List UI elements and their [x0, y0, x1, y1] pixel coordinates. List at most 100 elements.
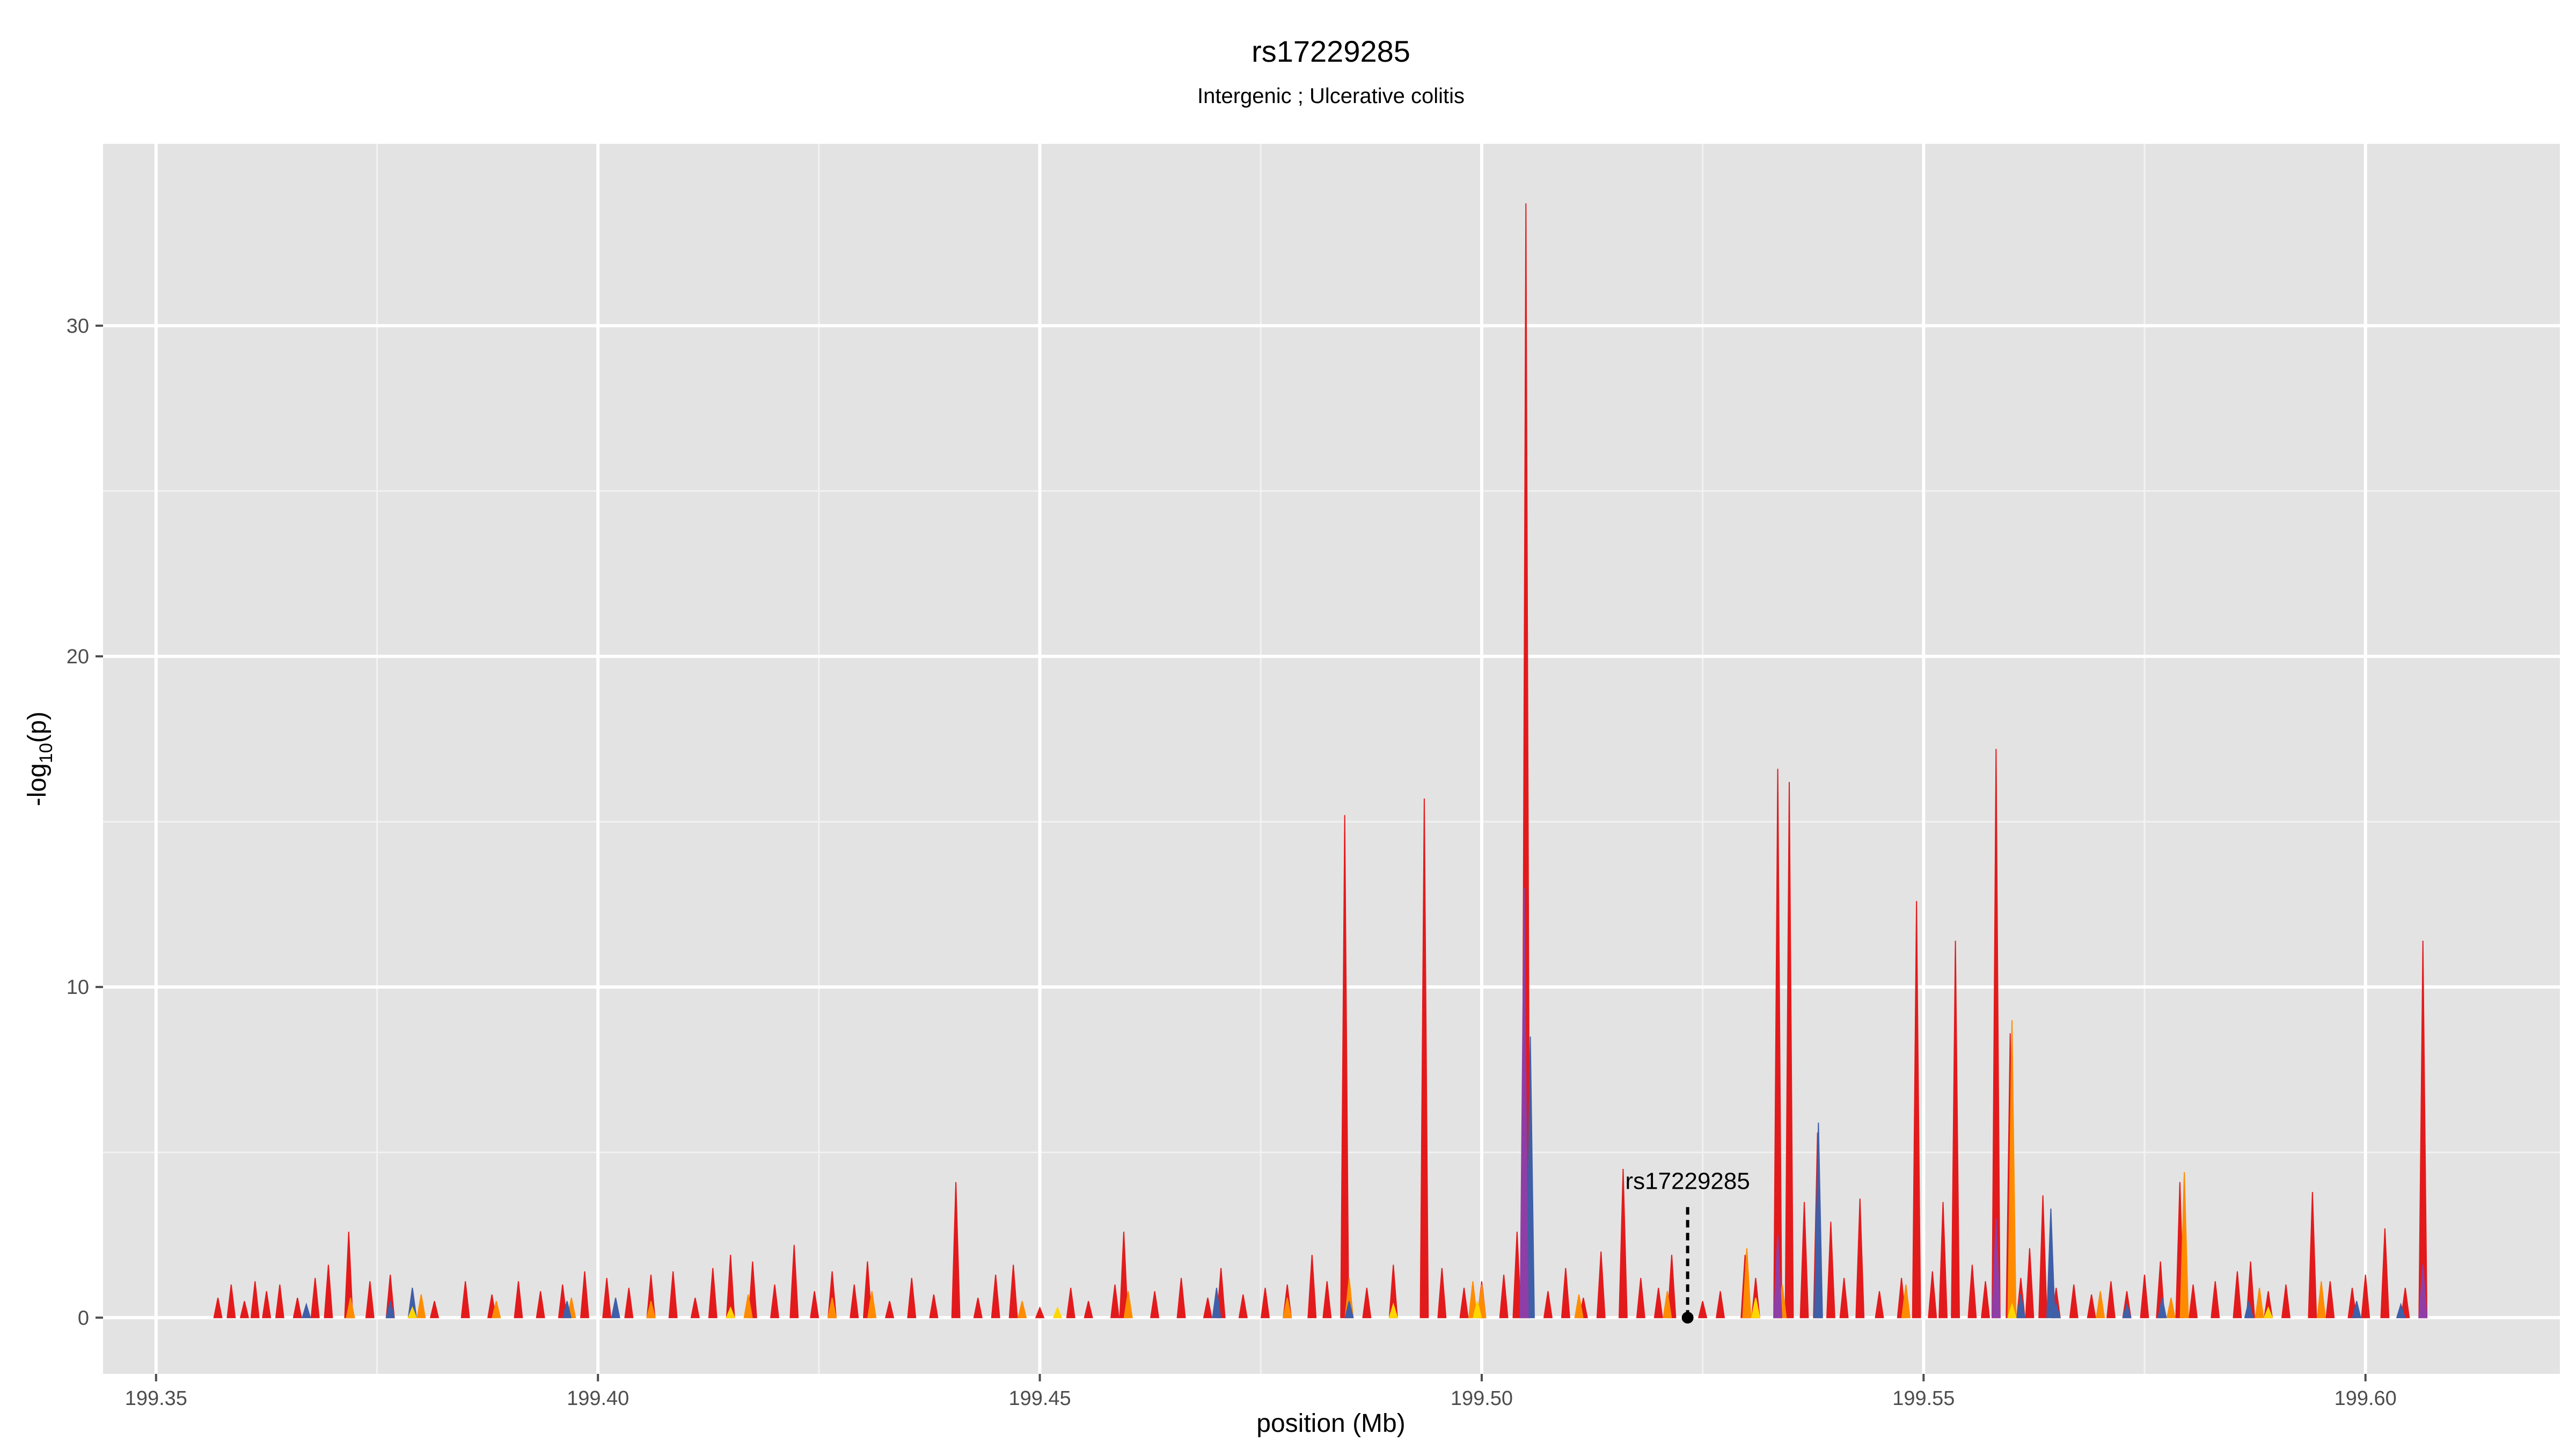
data-spike — [1176, 1278, 1186, 1319]
data-spike — [1663, 1291, 1672, 1319]
data-spike — [536, 1291, 545, 1319]
data-spike — [668, 1271, 678, 1319]
data-spike — [1751, 1298, 1761, 1319]
data-spike — [580, 1271, 589, 1319]
data-spike — [2087, 1294, 2096, 1319]
y-axis-label-prefix: -log — [23, 763, 52, 806]
data-spike — [1784, 782, 1794, 1319]
data-spike — [407, 1306, 418, 1319]
data-spike — [951, 1182, 961, 1319]
data-spike — [1875, 1291, 1884, 1319]
data-spike — [1561, 1268, 1570, 1319]
data-spike — [1981, 1281, 1990, 1319]
data-spike — [789, 1245, 799, 1319]
y-tick-label: 30 — [67, 315, 89, 338]
data-spike — [1150, 1291, 1160, 1319]
series-2 — [302, 1036, 2406, 1319]
data-spike — [239, 1301, 250, 1319]
data-spike — [2281, 1284, 2291, 1319]
data-spike — [1035, 1306, 1045, 1319]
data-spike — [2255, 1287, 2264, 1319]
data-spike — [2096, 1291, 2105, 1319]
data-spike — [1052, 1306, 1063, 1319]
data-spike — [310, 1278, 320, 1319]
data-spike — [611, 1298, 620, 1319]
data-spike — [624, 1287, 634, 1319]
y-tick-label: 0 — [78, 1307, 89, 1329]
data-spike — [213, 1298, 223, 1319]
data-spike — [2352, 1301, 2361, 1319]
chart-subtitle: Intergenic ; Ulcerative colitis — [1197, 84, 1465, 108]
data-spike — [2140, 1275, 2149, 1319]
data-spike — [1238, 1294, 1248, 1319]
data-spike — [2316, 1281, 2326, 1319]
data-spike — [1084, 1301, 1093, 1319]
x-axis: 199.35 199.40 199.45 199.50 199.55 199.60 — [125, 1374, 2397, 1410]
x-axis-label: position (Mb) — [1256, 1409, 1405, 1438]
data-spike — [2380, 1228, 2390, 1319]
data-spike — [1799, 1202, 1809, 1319]
data-spike — [2308, 1192, 2317, 1319]
data-spike — [1017, 1301, 1027, 1319]
data-spike — [1212, 1287, 1221, 1319]
data-spike — [1526, 1036, 1535, 1319]
series-layer — [213, 203, 2428, 1319]
data-spike — [2189, 1284, 2198, 1319]
y-tick-label: 20 — [67, 646, 89, 668]
data-spike — [2396, 1302, 2406, 1319]
data-spike — [1716, 1291, 1725, 1319]
data-spike — [1826, 1221, 1835, 1319]
data-spike — [1928, 1271, 1937, 1319]
data-spike — [2051, 1302, 2061, 1319]
data-spike — [346, 1298, 355, 1319]
annotation: rs17229285 — [1625, 1168, 1750, 1324]
data-spike — [1855, 1198, 1865, 1319]
data-spike — [1653, 1287, 1663, 1319]
grid-minor — [103, 144, 2560, 1374]
data-spike — [1912, 901, 1921, 1319]
data-spike — [1419, 798, 1429, 1319]
data-spike — [1459, 1287, 1469, 1319]
data-spike — [1499, 1275, 1509, 1319]
x-tick-label: 199.45 — [1008, 1387, 1071, 1410]
data-spike — [1388, 1302, 1399, 1319]
data-spike — [973, 1298, 983, 1319]
data-spike — [1260, 1287, 1270, 1319]
series-3 — [407, 1298, 2273, 1319]
y-axis: 0 10 20 30 — [67, 315, 103, 1329]
data-spike — [2166, 1298, 2176, 1319]
data-spike — [810, 1291, 819, 1319]
data-spike — [2157, 1298, 2167, 1319]
data-spike — [2211, 1281, 2220, 1319]
data-spike — [1773, 1235, 1783, 1319]
data-spike — [365, 1281, 375, 1319]
data-spike — [602, 1278, 612, 1319]
data-spike — [1938, 1202, 1948, 1319]
y-tick-label: 10 — [67, 976, 89, 999]
x-tick-label: 199.60 — [2334, 1387, 2397, 1410]
data-spike — [1901, 1284, 1911, 1319]
data-spike — [292, 1298, 302, 1319]
plot-panel — [103, 144, 2560, 1374]
y-axis-label: -log10(p) — [23, 712, 56, 807]
data-spike — [2325, 1281, 2335, 1319]
data-spike — [2179, 1172, 2189, 1319]
data-spike — [2038, 1195, 2048, 1319]
data-spike — [2233, 1271, 2242, 1319]
data-spike — [1574, 1294, 1584, 1319]
data-spike — [262, 1291, 272, 1319]
data-spike — [250, 1281, 260, 1319]
data-spike — [1203, 1298, 1213, 1319]
data-spike — [867, 1291, 877, 1319]
data-spike — [2007, 1302, 2017, 1319]
data-spike — [2361, 1275, 2370, 1319]
data-spike — [1473, 1301, 1482, 1319]
data-spike — [1991, 1218, 2001, 1319]
x-tick-label: 199.55 — [1892, 1387, 1955, 1410]
data-spike — [850, 1284, 859, 1319]
data-spike — [1813, 1122, 1823, 1319]
data-spike — [1596, 1251, 1606, 1319]
data-spike — [2046, 1208, 2055, 1319]
data-spike — [2122, 1302, 2132, 1319]
